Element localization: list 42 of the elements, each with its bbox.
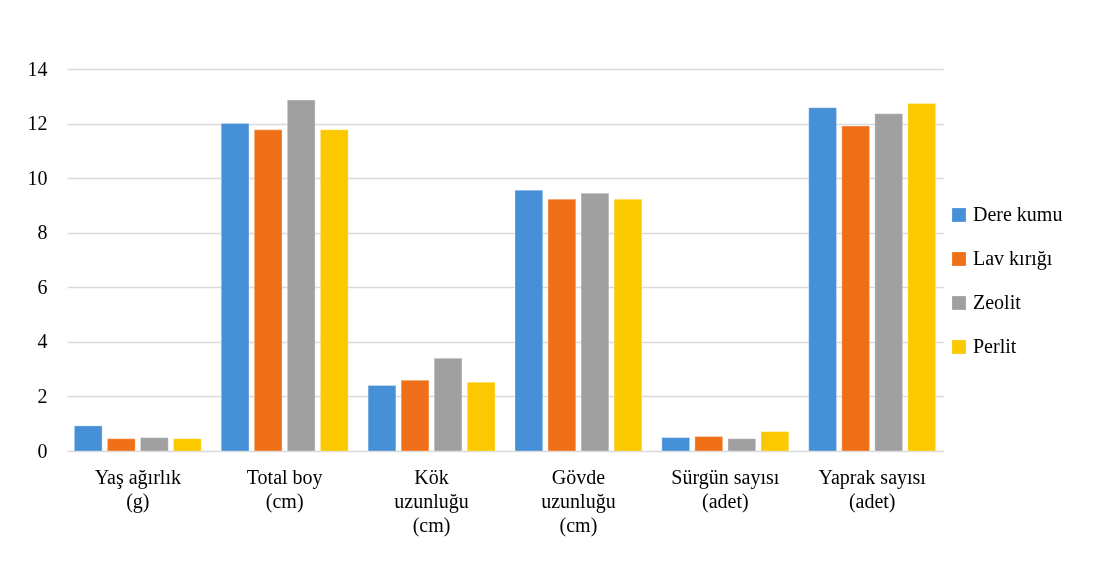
y-tick-label: 8 bbox=[37, 221, 48, 244]
y-tick-label: 0 bbox=[37, 439, 48, 462]
bar bbox=[254, 129, 283, 452]
y-tick-label: 6 bbox=[37, 275, 48, 298]
bar bbox=[140, 437, 169, 452]
bar bbox=[760, 431, 790, 452]
y-tick-label: 2 bbox=[37, 384, 48, 407]
bar bbox=[400, 380, 430, 452]
bar bbox=[107, 438, 136, 452]
x-tick-label: Yaş ağırlık (g) bbox=[94, 465, 181, 513]
bar bbox=[173, 438, 202, 452]
x-tick-label: Total boy (cm) bbox=[246, 465, 323, 513]
y-tick-label: 14 bbox=[27, 57, 48, 80]
bar bbox=[320, 129, 349, 452]
bar bbox=[514, 189, 543, 452]
bar bbox=[727, 438, 756, 452]
y-tick-label: 10 bbox=[27, 166, 48, 189]
bar bbox=[661, 437, 690, 452]
bar bbox=[694, 436, 723, 452]
x-tick-label: Gövde uzunluğu (cm) bbox=[541, 465, 616, 537]
legend-label: Perlit bbox=[973, 335, 1017, 357]
bar bbox=[841, 125, 870, 452]
bar bbox=[287, 99, 316, 452]
bar bbox=[547, 198, 577, 452]
bar bbox=[220, 123, 250, 452]
y-tick-label: 4 bbox=[37, 330, 48, 353]
bar bbox=[580, 192, 610, 452]
x-tick-label: Kök uzunluğu (cm) bbox=[394, 465, 469, 537]
legend-label: Zeolit bbox=[973, 291, 1022, 313]
y-tick-label: 12 bbox=[27, 112, 48, 135]
bar bbox=[907, 103, 936, 452]
x-tick-label: Yaprak sayısı (adet) bbox=[818, 465, 927, 513]
bar bbox=[808, 107, 837, 452]
bar bbox=[874, 113, 903, 452]
legend-label: Lav kırığı bbox=[973, 247, 1053, 270]
bar bbox=[74, 425, 103, 452]
bar bbox=[367, 385, 397, 452]
legend-label: Dere kumu bbox=[973, 203, 1063, 225]
bar bbox=[433, 357, 463, 452]
bar bbox=[613, 198, 643, 452]
bar bbox=[467, 381, 496, 452]
x-tick-label: Sürgün sayısı (adet) bbox=[671, 465, 780, 513]
